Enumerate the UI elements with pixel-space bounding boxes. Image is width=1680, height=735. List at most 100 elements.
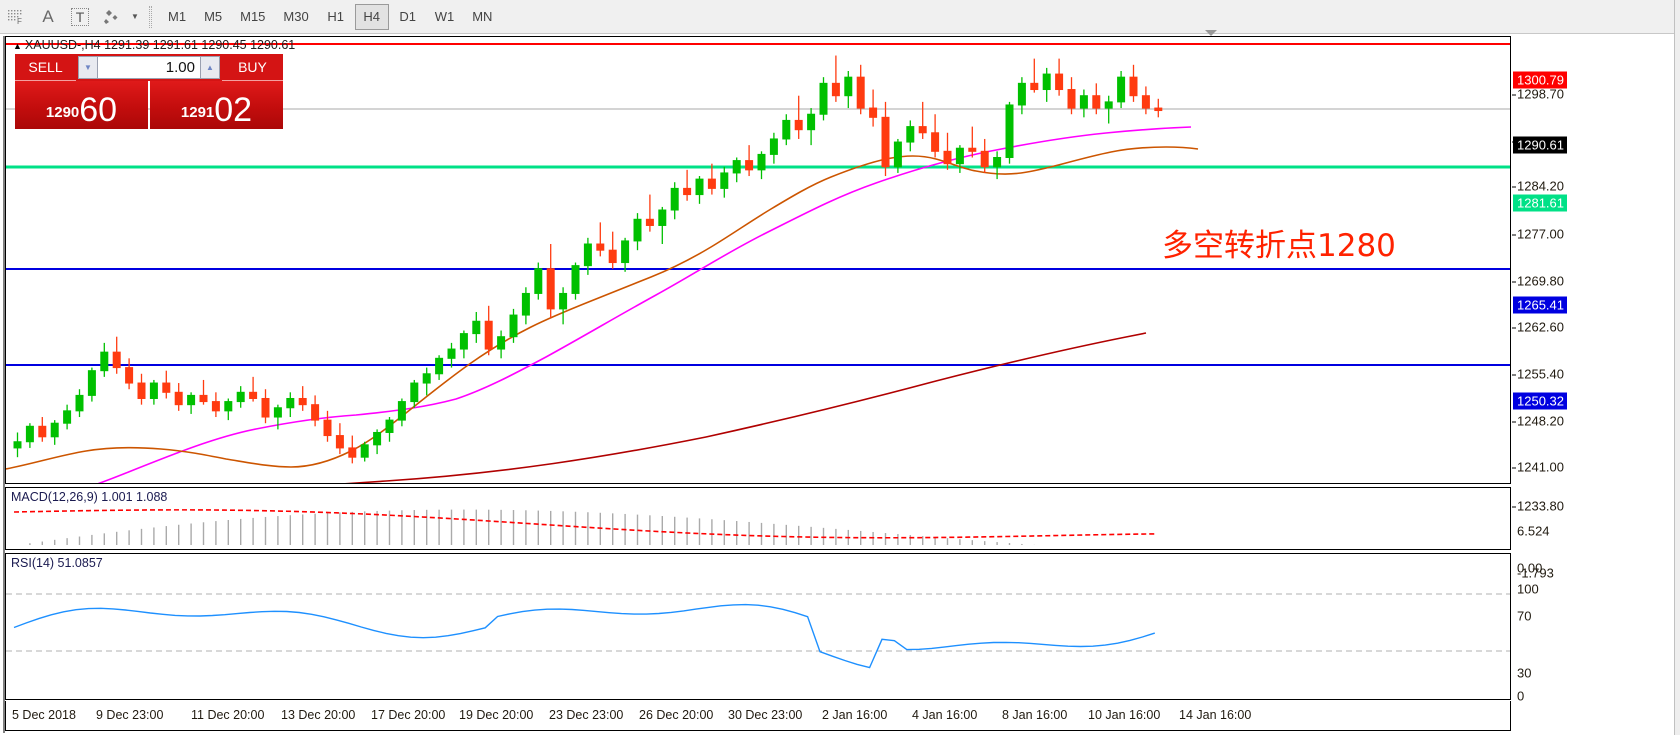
candle-body bbox=[807, 113, 816, 131]
rsi-tick-2: 30 bbox=[1517, 665, 1532, 681]
price-tick-7: 1248.20 bbox=[1512, 413, 1564, 429]
candle-body bbox=[993, 156, 1002, 168]
time-label-13: 14 Jan 16:00 bbox=[1179, 708, 1252, 722]
time-label-1: 9 Dec 23:00 bbox=[96, 708, 164, 722]
candle-body bbox=[782, 119, 791, 140]
candle-body bbox=[1079, 95, 1088, 109]
volume-decrement-button[interactable]: ▼ bbox=[78, 56, 98, 79]
price-tick-8: 1241.00 bbox=[1512, 459, 1564, 475]
text-a-icon[interactable]: A bbox=[32, 2, 64, 32]
sell-price-decimal: 60 bbox=[79, 90, 118, 129]
candle-body bbox=[249, 391, 258, 399]
price-scale[interactable]: 1298.701291.501284.201277.001269.801262.… bbox=[1511, 36, 1679, 731]
candle-body bbox=[1117, 76, 1126, 103]
candle-body bbox=[707, 178, 716, 189]
volume-input[interactable]: 1.00 bbox=[98, 56, 200, 79]
timeframe-m30[interactable]: M30 bbox=[283, 9, 309, 24]
candle-body bbox=[385, 419, 394, 433]
buy-price-display[interactable]: 1291 02 bbox=[150, 81, 283, 129]
time-label-3: 13 Dec 20:00 bbox=[281, 708, 356, 722]
candle-body bbox=[199, 394, 208, 403]
time-label-6: 23 Dec 23:00 bbox=[549, 708, 624, 722]
candle-body bbox=[298, 397, 307, 406]
symbol-ohlc-text: XAUUSD-,H4 1291.39 1291.61 1290.45 1290.… bbox=[24, 38, 296, 52]
rsi-tick-1: 70 bbox=[1517, 608, 1532, 624]
window-scrollbar[interactable] bbox=[1674, 0, 1680, 735]
timeframe-d1[interactable]: D1 bbox=[399, 9, 417, 24]
toolbar: F A T ▼ M1 M5 M15 M30 H1 H4 D1 W1 MN bbox=[0, 0, 1680, 34]
candle-body bbox=[856, 76, 865, 109]
candle-body bbox=[869, 107, 878, 118]
candle-body bbox=[447, 348, 456, 359]
sell-price-integer: 1290 bbox=[45, 104, 80, 121]
time-label-9: 2 Jan 16:00 bbox=[822, 708, 888, 722]
candle-body bbox=[633, 218, 642, 242]
objects-icon[interactable] bbox=[96, 2, 128, 32]
symbol-ohlc-label: ▲ XAUUSD-,H4 1291.39 1291.61 1290.45 1290… bbox=[13, 38, 295, 52]
candle-body bbox=[683, 187, 692, 196]
candle-body bbox=[670, 187, 679, 211]
svg-text:F: F bbox=[17, 17, 22, 26]
trade-panel-header: SELL ▼ 1.00 ▲ BUY bbox=[15, 54, 283, 81]
timeframe-m5[interactable]: M5 bbox=[204, 9, 223, 24]
chart-annotation-text: 多空转折点1280 bbox=[1162, 228, 1396, 264]
candle-body bbox=[1092, 95, 1101, 109]
volume-control: ▼ 1.00 ▲ bbox=[76, 54, 222, 81]
candle-body bbox=[1055, 73, 1064, 91]
candle-body bbox=[1005, 104, 1014, 158]
candle-body bbox=[13, 441, 22, 449]
candle-body bbox=[149, 382, 158, 399]
candle-body bbox=[757, 153, 766, 171]
candle-body bbox=[1129, 76, 1138, 97]
timeframe-mn[interactable]: MN bbox=[472, 9, 493, 24]
crosshair-f-icon[interactable]: F bbox=[0, 2, 32, 32]
one-click-trading-panel[interactable]: SELL ▼ 1.00 ▲ BUY 1290 60 1291 02 bbox=[15, 54, 283, 129]
price-badge-2: 1281.61 bbox=[1513, 194, 1567, 212]
time-label-10: 4 Jan 16:00 bbox=[912, 708, 978, 722]
timeframe-h4[interactable]: H4 bbox=[354, 3, 389, 30]
candle-body bbox=[348, 447, 357, 458]
candle-body bbox=[1154, 107, 1163, 112]
candle-body bbox=[1067, 89, 1076, 109]
text-box-t-icon[interactable]: T bbox=[64, 2, 96, 32]
candle-body bbox=[955, 147, 964, 165]
candle-body bbox=[931, 132, 940, 152]
macd-pane[interactable]: MACD(12,26,9) 1.001 1.088 bbox=[5, 487, 1511, 550]
candle-body bbox=[335, 435, 344, 449]
price-tick-4: 1269.80 bbox=[1512, 273, 1564, 289]
time-label-12: 10 Jan 16:00 bbox=[1088, 708, 1161, 722]
timeframe-m15[interactable]: M15 bbox=[240, 9, 266, 24]
objects-dropdown-caret-icon[interactable]: ▼ bbox=[131, 12, 139, 21]
ma-mid-line bbox=[97, 126, 1192, 483]
time-label-8: 30 Dec 23:00 bbox=[728, 708, 803, 722]
candle-body bbox=[980, 150, 989, 168]
candle-body bbox=[1030, 82, 1039, 91]
timeframe-w1[interactable]: W1 bbox=[434, 9, 455, 24]
candle-body bbox=[546, 268, 555, 310]
timeframe-h1[interactable]: H1 bbox=[327, 9, 345, 24]
rsi-tick-3: 0 bbox=[1517, 688, 1525, 704]
ma-fast-line bbox=[6, 146, 1199, 470]
candle-body bbox=[50, 422, 59, 438]
sell-button[interactable]: SELL bbox=[15, 54, 76, 81]
rsi-chart-svg bbox=[6, 593, 1510, 669]
timeframe-m1[interactable]: M1 bbox=[168, 9, 187, 24]
candle-body bbox=[844, 76, 853, 97]
buy-button[interactable]: BUY bbox=[222, 54, 283, 81]
time-label-4: 17 Dec 20:00 bbox=[371, 708, 446, 722]
candle-body bbox=[1017, 82, 1026, 106]
candle-body bbox=[75, 394, 84, 412]
volume-increment-button[interactable]: ▲ bbox=[200, 56, 220, 79]
candle-body bbox=[831, 82, 840, 97]
buy-price-decimal: 02 bbox=[214, 90, 253, 129]
candle-body bbox=[273, 407, 282, 418]
candle-body bbox=[410, 382, 419, 403]
candlestick-series bbox=[13, 55, 1163, 464]
candle-body bbox=[583, 243, 592, 267]
sell-price-display[interactable]: 1290 60 bbox=[15, 81, 148, 129]
rsi-pane[interactable]: RSI(14) 51.0857 bbox=[5, 553, 1511, 700]
candle-body bbox=[422, 373, 431, 384]
candle-body bbox=[881, 116, 890, 168]
time-label-5: 19 Dec 20:00 bbox=[459, 708, 534, 722]
